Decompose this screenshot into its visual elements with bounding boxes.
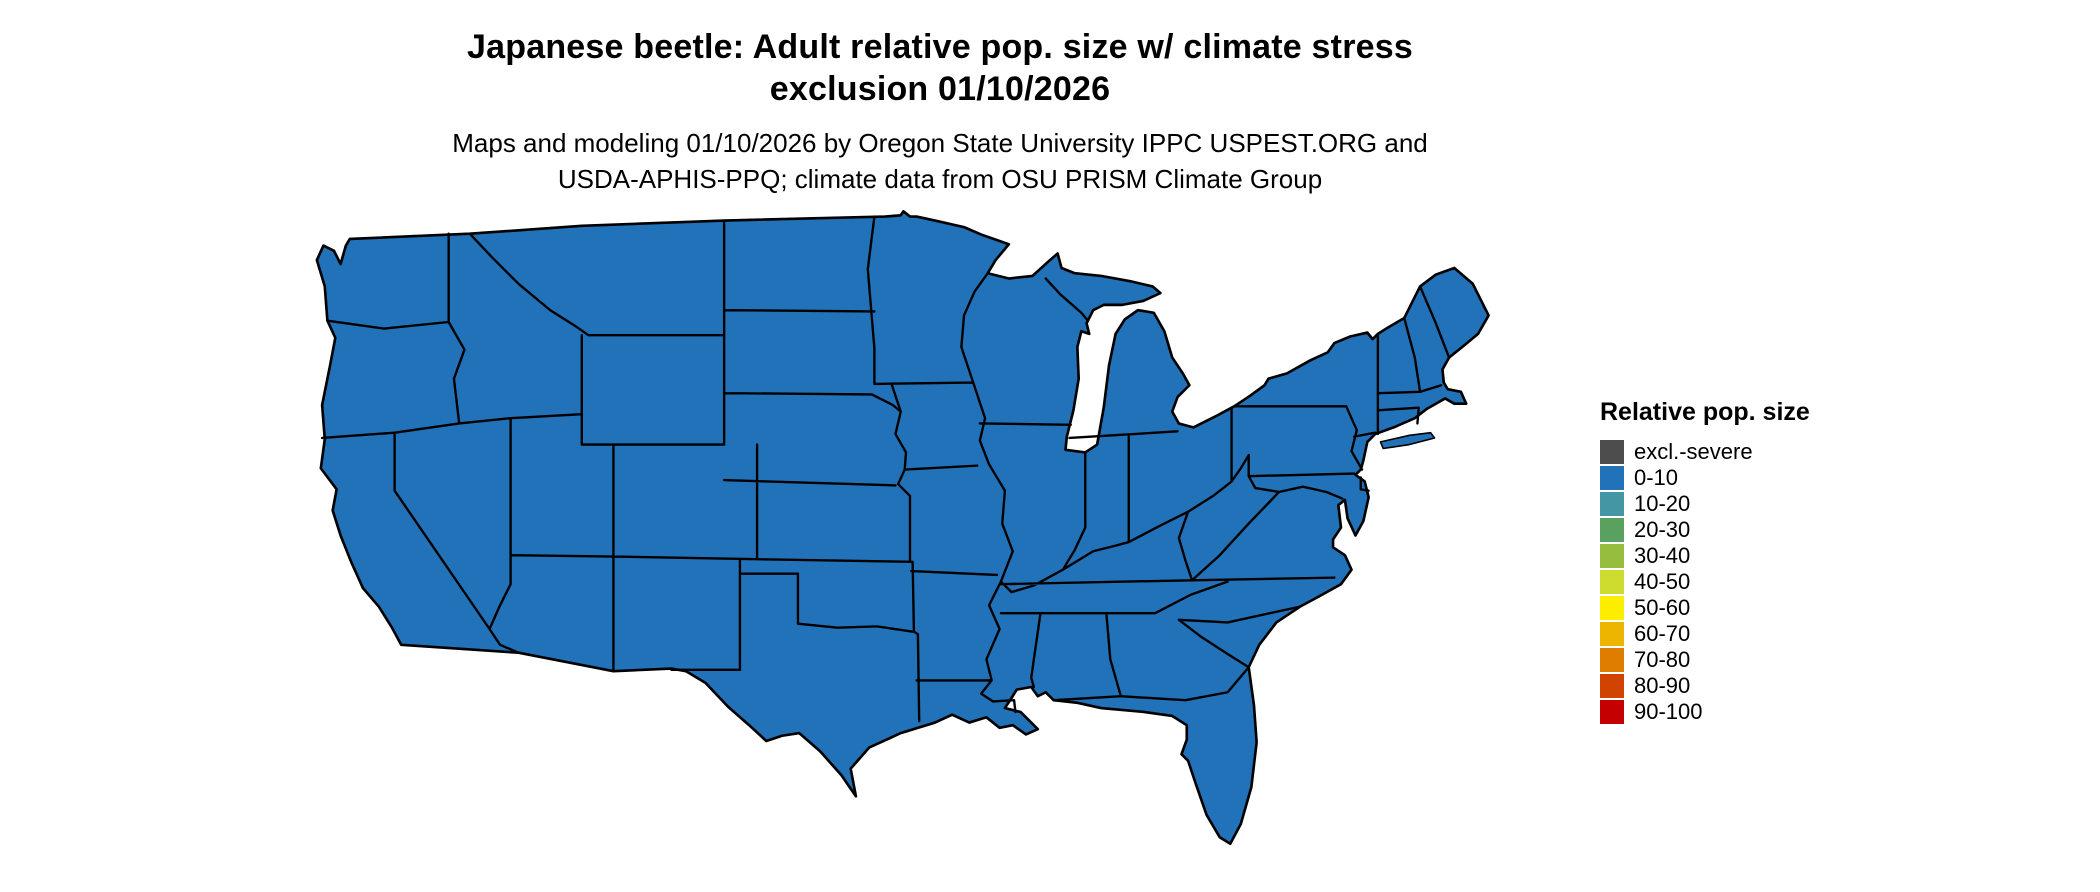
legend-item-label: 30-40 bbox=[1634, 543, 1691, 568]
legend-item-label: 40-50 bbox=[1634, 569, 1691, 594]
long-island bbox=[1379, 431, 1436, 450]
legend-items: excl.-severe 0-10 10-20 20-30 30-40 40-5… bbox=[1600, 439, 1880, 725]
legend-item: 50-60 bbox=[1600, 595, 1880, 621]
legend-item: excl.-severe bbox=[1600, 439, 1880, 465]
legend-swatch bbox=[1600, 466, 1624, 490]
legend-item: 80-90 bbox=[1600, 673, 1880, 699]
state-borders bbox=[320, 215, 1451, 723]
legend-item-label: 90-100 bbox=[1634, 699, 1703, 724]
legend-swatch bbox=[1600, 492, 1624, 516]
legend-item-label: 0-10 bbox=[1634, 465, 1679, 490]
legend-swatch bbox=[1600, 622, 1624, 646]
legend-item: 30-40 bbox=[1600, 543, 1880, 569]
header: Japanese beetle: Adult relative pop. siz… bbox=[0, 26, 1880, 196]
legend-item-label: 70-80 bbox=[1634, 647, 1691, 672]
legend-swatch bbox=[1600, 518, 1624, 542]
map-subtitle-line2: USDA-APHIS-PPQ; climate data from OSU PR… bbox=[557, 164, 1323, 194]
legend-item: 20-30 bbox=[1600, 517, 1880, 543]
legend-item: 60-70 bbox=[1600, 621, 1880, 647]
legend-swatch bbox=[1600, 570, 1624, 594]
legend-item-label: 20-30 bbox=[1634, 517, 1691, 542]
map-subtitle-line1: Maps and modeling 01/10/2026 by Oregon S… bbox=[452, 128, 1428, 158]
legend-item-label: 50-60 bbox=[1634, 595, 1691, 620]
legend-swatch bbox=[1600, 544, 1624, 568]
legend-item-label: 80-90 bbox=[1634, 673, 1691, 698]
legend-swatch bbox=[1600, 648, 1624, 672]
legend-item: 10-20 bbox=[1600, 491, 1880, 517]
legend-swatch bbox=[1600, 440, 1624, 464]
legend-item: 40-50 bbox=[1600, 569, 1880, 595]
legend-swatch bbox=[1600, 700, 1624, 724]
legend-item: 0-10 bbox=[1600, 465, 1880, 491]
us-choropleth-map bbox=[305, 210, 1511, 882]
legend-item-label: excl.-severe bbox=[1634, 439, 1753, 464]
map-title-line2: exclusion 01/10/2026 bbox=[769, 70, 1111, 108]
legend-item: 90-100 bbox=[1600, 699, 1880, 725]
legend-title: Relative pop. size bbox=[1600, 398, 1810, 426]
legend-item: 70-80 bbox=[1600, 647, 1880, 673]
legend-swatch bbox=[1600, 596, 1624, 620]
legend-swatch bbox=[1600, 674, 1624, 698]
map-title-line1: Japanese beetle: Adult relative pop. siz… bbox=[467, 28, 1413, 66]
legend: Relative pop. size excl.-severe 0-10 10-… bbox=[1600, 398, 1880, 725]
us-map-svg bbox=[315, 210, 1490, 846]
map-subtitle: Maps and modeling 01/10/2026 by Oregon S… bbox=[0, 126, 1880, 196]
us-landmass bbox=[315, 210, 1490, 846]
legend-item-label: 60-70 bbox=[1634, 621, 1691, 646]
legend-item-label: 10-20 bbox=[1634, 491, 1691, 516]
